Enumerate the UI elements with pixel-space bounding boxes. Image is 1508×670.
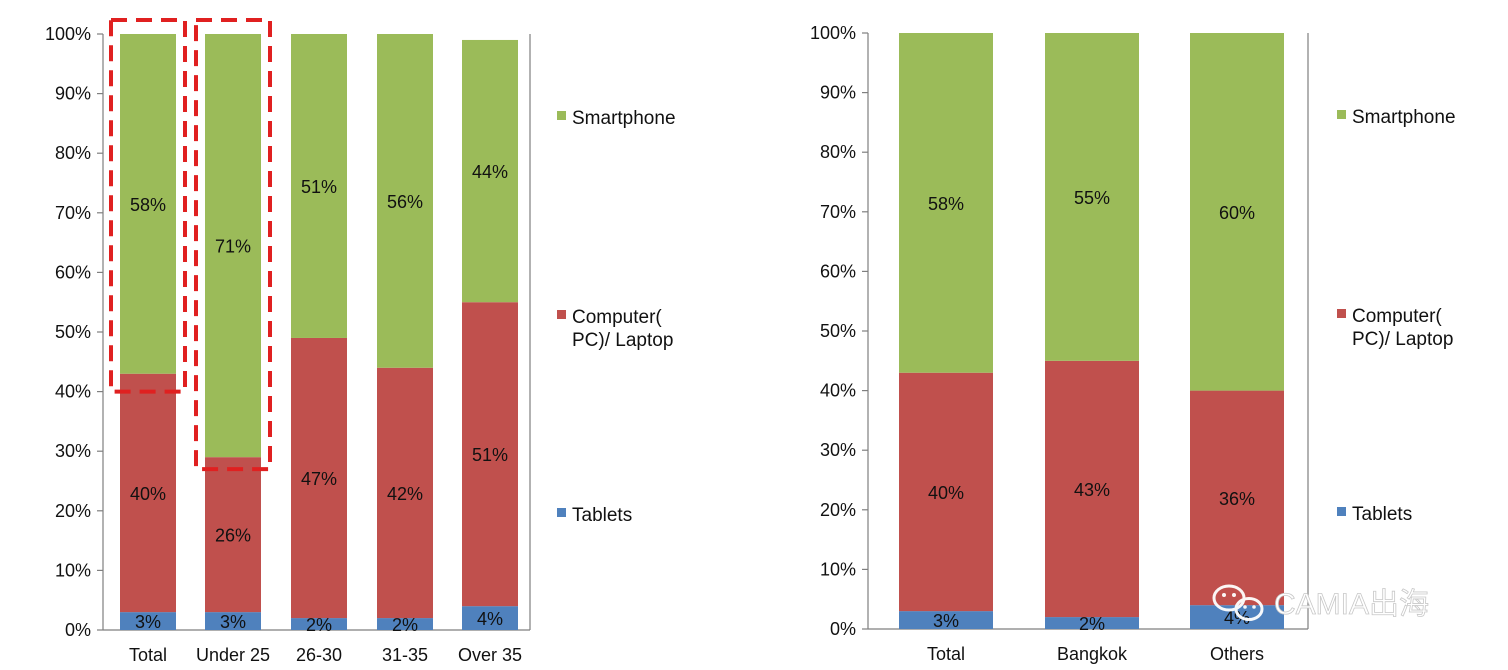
data-label: 51% [472, 445, 508, 465]
bar-segment [899, 33, 993, 373]
bar-segment [462, 39, 518, 303]
data-label: 71% [215, 237, 251, 257]
y-tick-label: 20% [55, 501, 91, 521]
y-tick-label: 30% [55, 441, 91, 461]
legend-swatch [1337, 507, 1346, 516]
bar-segment [462, 606, 518, 630]
y-tick-label: 20% [820, 500, 856, 520]
bar-segment [120, 373, 176, 613]
y-tick-label: 80% [55, 143, 91, 163]
y-tick-label: 40% [55, 382, 91, 402]
y-tick-label: 100% [810, 23, 856, 43]
bar-segment [1190, 390, 1284, 606]
y-tick-label: 90% [820, 83, 856, 103]
legend-swatch [557, 508, 566, 517]
data-label: 42% [387, 484, 423, 504]
highlight-box [194, 18, 272, 472]
legend-swatch [1337, 110, 1346, 119]
data-label: 4% [477, 609, 503, 629]
y-tick-label: 40% [820, 381, 856, 401]
bar-segment [377, 618, 433, 630]
data-label: 43% [1074, 480, 1110, 500]
bar-segment [291, 337, 347, 619]
bar-segment [120, 612, 176, 630]
data-label: 40% [928, 483, 964, 503]
bar-segment [1045, 33, 1139, 361]
bar-segment [291, 34, 347, 338]
legend-label: Smartphone [572, 108, 676, 129]
legend-label: PC)/ Laptop [1352, 329, 1453, 350]
data-label: 26% [215, 526, 251, 546]
y-tick-label: 30% [820, 440, 856, 460]
bar-segment [377, 367, 433, 619]
category-label: Total [129, 645, 167, 665]
data-label: 3% [220, 612, 246, 632]
y-tick-label: 70% [820, 202, 856, 222]
data-label: 60% [1219, 203, 1255, 223]
data-label: 36% [1219, 489, 1255, 509]
data-label: 3% [135, 612, 161, 632]
legend-label: Computer( [1352, 306, 1442, 327]
category-label: Over 35 [458, 645, 522, 665]
y-tick-label: 0% [830, 619, 856, 639]
y-tick-label: 10% [55, 560, 91, 580]
data-label: 4% [1224, 608, 1250, 628]
bar-segment [205, 34, 261, 458]
data-label: 55% [1074, 188, 1110, 208]
legend-label: Smartphone [1352, 107, 1456, 128]
legend-label: Computer( [572, 307, 662, 328]
data-label: 58% [130, 195, 166, 215]
bar-segment [899, 372, 993, 612]
bar-segment [899, 611, 993, 629]
category-label: Under 25 [196, 645, 270, 665]
bar-segment [462, 302, 518, 607]
category-label: Total [927, 644, 965, 664]
chart-by-region: 0% 10% 20% 30% 40% 50% 60% 70% 80% 90% 100% 3% 40% 58… [810, 23, 1456, 664]
y-tick-label: 60% [55, 262, 91, 282]
legend-label: PC)/ Laptop [572, 330, 673, 351]
data-label: 47% [301, 469, 337, 489]
data-label: 2% [392, 615, 418, 635]
bar-segment [205, 457, 261, 613]
category-label: Bangkok [1057, 644, 1128, 664]
legend-swatch [557, 310, 566, 319]
legend-swatch [1337, 309, 1346, 318]
bar-segment [205, 612, 261, 630]
y-tick-label: 50% [55, 322, 91, 342]
wechat-icon [1212, 584, 1264, 621]
y-tick-label: 100% [45, 24, 91, 44]
legend-swatch [557, 111, 566, 120]
y-tick-label: 70% [55, 203, 91, 223]
bar-segment [120, 34, 176, 374]
data-label: 3% [933, 611, 959, 631]
category-label: 26-30 [296, 645, 342, 665]
bar-segment [1045, 360, 1139, 618]
data-label: 51% [301, 177, 337, 197]
y-tick-label: 0% [65, 620, 91, 640]
category-label: 31-35 [382, 645, 428, 665]
bar-segment [1190, 33, 1284, 391]
y-tick-label: 90% [55, 84, 91, 104]
legend-label: Tablets [572, 505, 632, 526]
data-label: 58% [928, 194, 964, 214]
bar-segment [1045, 617, 1139, 629]
bar-segment [291, 618, 347, 630]
bar-segment [377, 34, 433, 368]
legend-label: Tablets [1352, 504, 1412, 525]
highlight-box [109, 18, 187, 394]
data-label: 2% [306, 615, 332, 635]
data-label: 2% [1079, 614, 1105, 634]
watermark-text: CAMIA出海 [1274, 588, 1429, 621]
y-tick-label: 10% [820, 559, 856, 579]
watermark: CAMIA出海 [1212, 584, 1429, 621]
data-label: 56% [387, 192, 423, 212]
y-tick-label: 60% [820, 261, 856, 281]
data-label: 40% [130, 484, 166, 504]
chart-by-age: 0% 10% 20% 30% 40% 50% 60% 70% 80% 90% 100% 3% 40% 58… [45, 18, 676, 665]
y-tick-label: 80% [820, 142, 856, 162]
category-label: Others [1210, 644, 1264, 664]
y-tick-label: 50% [820, 321, 856, 341]
data-label: 44% [472, 162, 508, 182]
